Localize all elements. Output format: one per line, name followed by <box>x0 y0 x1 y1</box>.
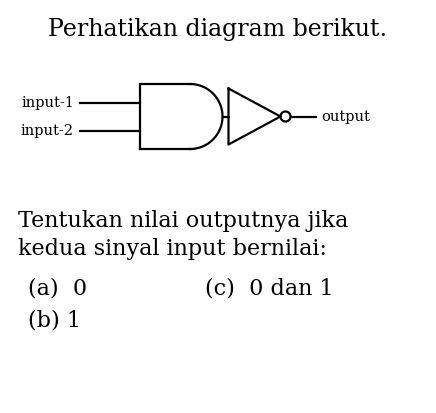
Text: (c)  0 dan 1: (c) 0 dan 1 <box>205 277 334 299</box>
Text: output: output <box>321 110 370 124</box>
Text: input-1: input-1 <box>21 96 74 110</box>
Text: Perhatikan diagram berikut.: Perhatikan diagram berikut. <box>48 18 388 41</box>
Text: (a)  0: (a) 0 <box>28 277 87 299</box>
Text: Tentukan nilai outputnya jika: Tentukan nilai outputnya jika <box>18 209 348 231</box>
Text: input-2: input-2 <box>21 124 74 138</box>
Text: kedua sinyal input bernilai:: kedua sinyal input bernilai: <box>18 237 327 259</box>
Text: (b) 1: (b) 1 <box>28 309 81 331</box>
